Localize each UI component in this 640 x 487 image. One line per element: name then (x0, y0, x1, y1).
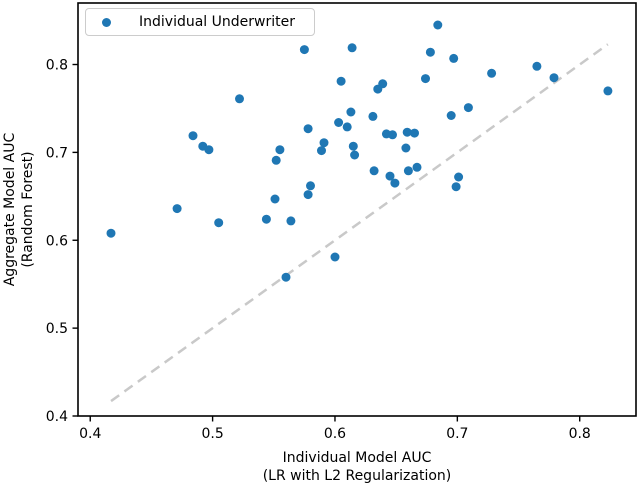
identity-reference-line (110, 43, 609, 403)
scatter-point (286, 216, 296, 226)
scatter-point (204, 145, 214, 155)
scatter-point (347, 43, 357, 53)
scatter-point (549, 73, 559, 83)
scatter-point (403, 166, 413, 176)
scatter-point (303, 124, 313, 134)
x-tick-label: 0.7 (446, 426, 468, 442)
scatter-point (172, 204, 182, 214)
y-tick-label: 0.8 (46, 58, 68, 74)
scatter-point (412, 162, 422, 172)
scatter-point (319, 138, 329, 148)
y-axis-label-line1: Aggregate Model AUC (2, 132, 18, 287)
legend-marker-icon (102, 17, 111, 27)
scatter-point (532, 61, 542, 71)
y-tick-label: 0.5 (46, 321, 68, 337)
scatter-point (281, 272, 291, 282)
scatter-point (350, 150, 360, 160)
scatter-point (433, 20, 443, 30)
scatter-point (401, 143, 411, 153)
scatter-point (235, 94, 244, 104)
scatter-point (334, 118, 344, 127)
scatter-point (410, 128, 419, 138)
scatter-point (463, 103, 473, 113)
y-tick-label: 0.4 (46, 409, 68, 425)
x-axis-label: Individual Model AUC (LR with L2 Regular… (78, 450, 636, 485)
scatter-point (451, 182, 461, 192)
scatter-point (368, 111, 378, 121)
x-tick-label: 0.8 (569, 426, 591, 442)
scatter-point (603, 86, 613, 96)
scatter-point (388, 130, 397, 140)
scatter-point (390, 178, 400, 188)
scatter-point (271, 155, 281, 165)
scatter-point (346, 107, 356, 117)
x-axis-label-line2: (LR with L2 Regularization) (262, 467, 452, 484)
scatter-point (336, 76, 346, 86)
scatter-point (303, 190, 313, 200)
y-tick-label: 0.7 (46, 145, 68, 161)
scatter-point (421, 74, 430, 84)
scatter-point (348, 141, 358, 151)
scatter-point (214, 218, 224, 228)
scatter-point (188, 131, 198, 141)
scatter-point (402, 127, 412, 137)
legend-label: Individual Underwriter (139, 14, 295, 30)
legend: Individual Underwriter (85, 8, 315, 36)
scatter-point (342, 122, 352, 132)
axes-frame (77, 2, 637, 417)
x-tick-label: 0.4 (79, 426, 101, 442)
scatter-point (261, 214, 271, 224)
scatter-point (299, 45, 309, 55)
y-axis-label-line2: (Random Forest) (19, 151, 36, 268)
x-tick-label: 0.6 (324, 426, 346, 442)
scatter-point (487, 68, 497, 78)
scatter-point (425, 47, 435, 57)
scatter-point (275, 145, 285, 155)
y-axis-label: Aggregate Model AUC (Random Forest) (2, 3, 38, 416)
scatter-point (317, 146, 326, 156)
scatter-point (449, 53, 459, 63)
scatter-point (270, 194, 280, 204)
scatter-point (385, 171, 395, 181)
scatter-point (373, 84, 383, 94)
scatter-point (306, 181, 315, 191)
scatter-point (106, 228, 116, 238)
scatter-point (446, 111, 456, 120)
y-tick-label: 0.6 (46, 233, 68, 249)
scatter-point (369, 166, 379, 176)
x-axis-label-line1: Individual Model AUC (282, 450, 432, 466)
scatter-point (330, 252, 340, 262)
x-tick-label: 0.5 (201, 426, 223, 442)
scatter-point (454, 172, 464, 182)
